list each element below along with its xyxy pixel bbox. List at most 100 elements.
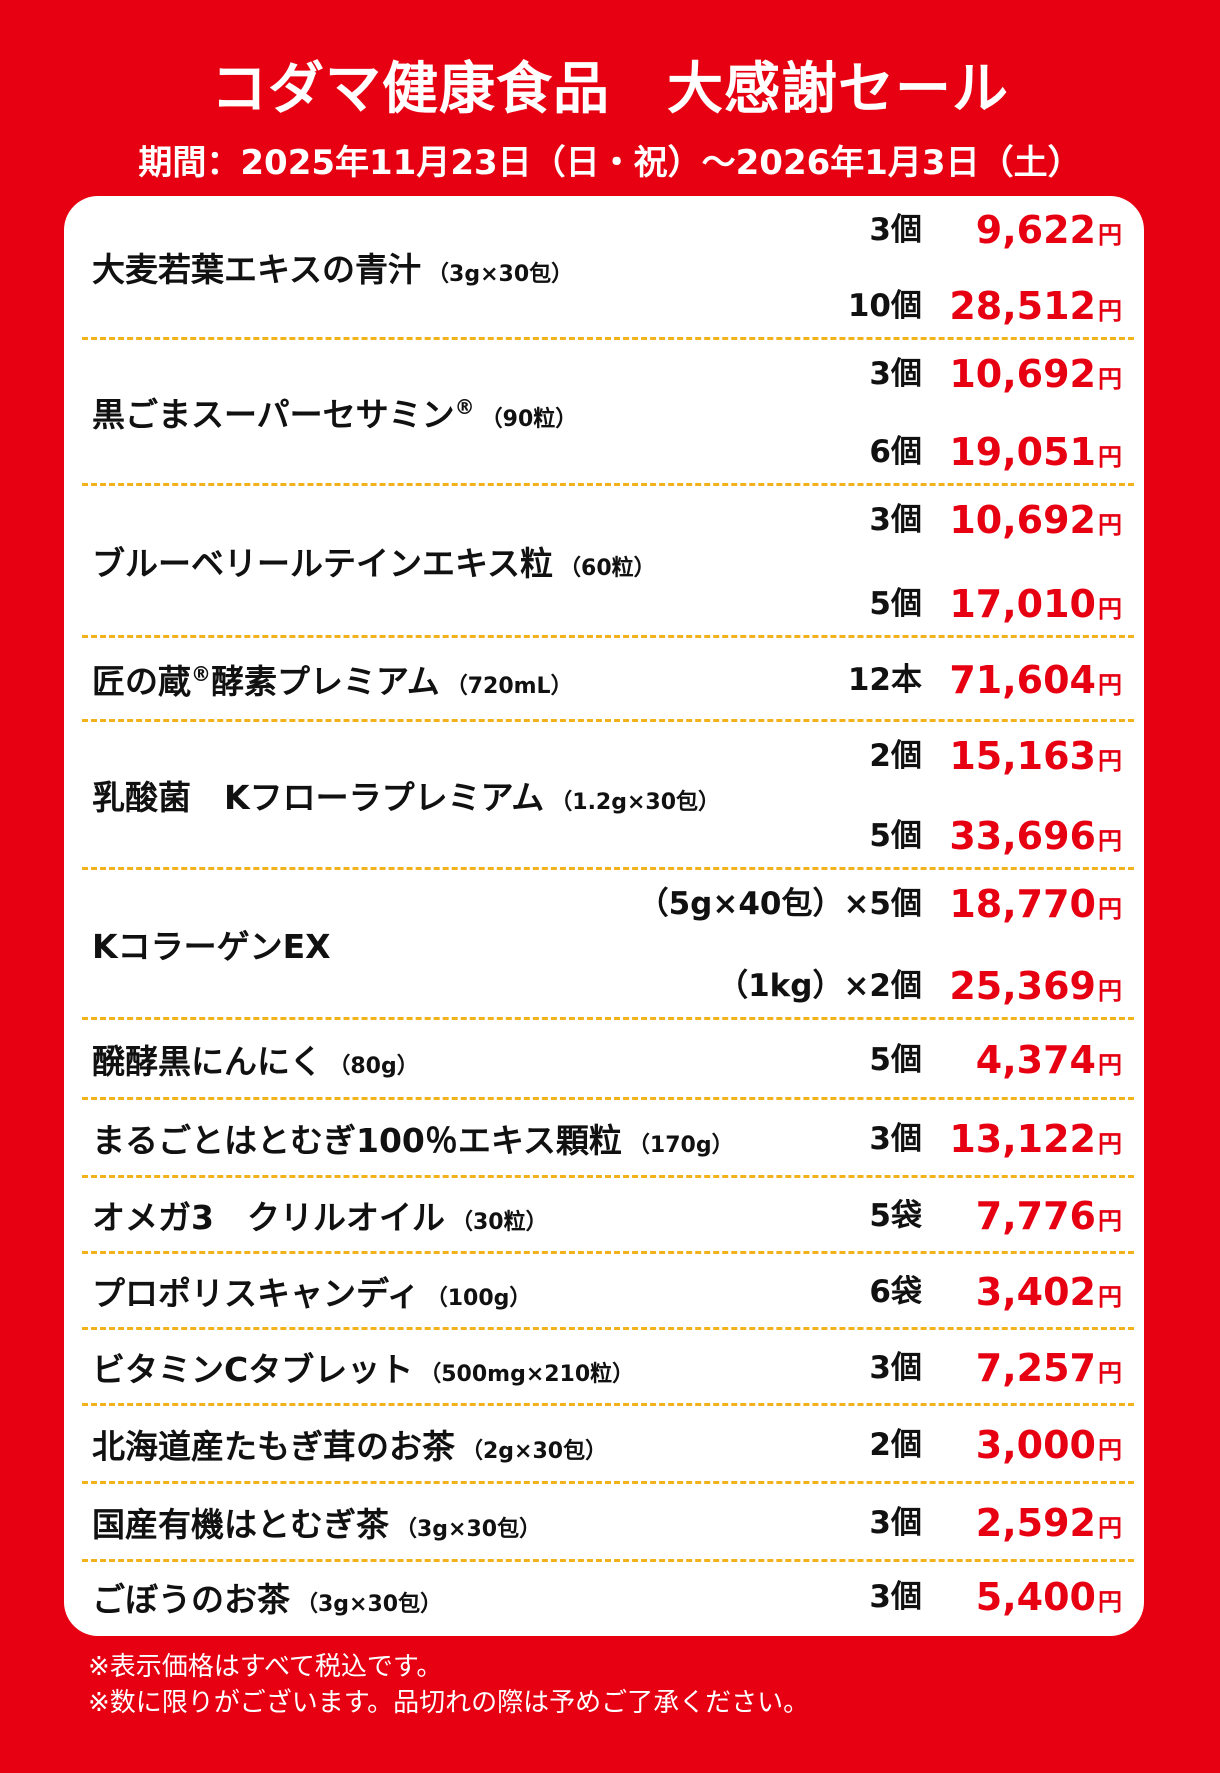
yen-unit: 円 bbox=[1098, 511, 1122, 539]
price-option: （1kg）×2個 25,369円 bbox=[82, 966, 1134, 1006]
yen-unit: 円 bbox=[1098, 1207, 1122, 1235]
product-spec: （90粒） bbox=[480, 406, 578, 432]
quantity-label: 3個 bbox=[869, 1505, 922, 1541]
registered-mark: ® bbox=[191, 661, 211, 686]
price-value: 71,604円 bbox=[949, 660, 1122, 705]
quantity-label: 12本 bbox=[847, 662, 922, 698]
price-number: 17,010 bbox=[949, 582, 1096, 626]
product-name: オメガ3 クリルオイル （30粒） bbox=[92, 1191, 548, 1239]
yen-unit: 円 bbox=[1098, 671, 1122, 699]
product-name: ごぼうのお茶 （3g×30包） bbox=[92, 1573, 442, 1621]
price-option: 3個 2,592円 bbox=[82, 1503, 1134, 1543]
quantity-label: （1kg）×2個 bbox=[717, 968, 922, 1004]
price-option: 2個 15,163円 bbox=[82, 736, 1134, 776]
price-number: 4,374 bbox=[975, 1038, 1096, 1082]
yen-unit: 円 bbox=[1098, 1588, 1122, 1616]
product-name-text: 乳酸菌 Kフローラプレミアム bbox=[92, 777, 545, 817]
product-row: 乳酸菌 Kフローラプレミアム （1.2g×30包） 2個 15,163円 5個 33,69… bbox=[82, 722, 1134, 870]
price-value: 4,374円 bbox=[976, 1040, 1122, 1085]
product-name-text: 大麦若葉エキスの青汁 bbox=[92, 249, 422, 289]
product-spec: （720mL） bbox=[445, 673, 573, 699]
price-value: 25,369円 bbox=[949, 966, 1122, 1011]
price-value: 17,010円 bbox=[949, 584, 1122, 629]
price-option: 5個 33,696円 bbox=[82, 816, 1134, 856]
yen-unit: 円 bbox=[1098, 895, 1122, 923]
product-name-text: 国産有機はとむぎ茶 bbox=[92, 1504, 389, 1544]
price-option: 3個 13,122円 bbox=[82, 1119, 1134, 1159]
yen-unit: 円 bbox=[1098, 1436, 1122, 1464]
product-spec: （3g×30包） bbox=[395, 1516, 542, 1542]
product-name-text: ごぼうのお茶 bbox=[92, 1580, 290, 1619]
quantity-label: 3個 bbox=[869, 1350, 922, 1386]
sale-title: コダマ健康食品 大感謝セール bbox=[211, 57, 1009, 122]
yen-unit: 円 bbox=[1098, 1051, 1122, 1079]
quantity-label: 2個 bbox=[869, 1427, 922, 1463]
product-spec: （2g×30包） bbox=[461, 1438, 608, 1464]
yen-unit: 円 bbox=[1098, 827, 1122, 855]
product-spec: （100g） bbox=[425, 1285, 532, 1311]
product-name-text: KコラーゲンEX bbox=[92, 926, 331, 966]
product-row: ごぼうのお茶 （3g×30包） 3個 5,400円 bbox=[82, 1562, 1134, 1632]
product-name-text: まるごとはとむぎ100％エキス顆粒 bbox=[92, 1120, 622, 1160]
product-name-text: プロポリスキャンディ bbox=[92, 1273, 420, 1313]
product-spec: （30粒） bbox=[450, 1209, 548, 1235]
product-spec: （80g） bbox=[328, 1053, 419, 1079]
price-number: 7,776 bbox=[975, 1194, 1096, 1238]
quantity-label: （5g×40包）×5個 bbox=[637, 886, 922, 922]
yen-unit: 円 bbox=[1098, 595, 1122, 623]
price-number: 5,400 bbox=[975, 1575, 1096, 1619]
product-name: 匠の蔵®酵素プレミアム （720mL） bbox=[92, 655, 573, 703]
product-row: プロポリスキャンディ （100g） 6袋 3,402円 bbox=[82, 1254, 1134, 1330]
quantity-label: 3個 bbox=[869, 1121, 922, 1157]
price-value: 19,051円 bbox=[949, 432, 1122, 477]
product-name: ビタミンCタブレット （500mg×210粒） bbox=[92, 1343, 634, 1391]
product-name: ブルーベリールテインエキス粒 （60粒） bbox=[92, 537, 656, 585]
product-row: まるごとはとむぎ100％エキス顆粒 （170g） 3個 13,122円 bbox=[82, 1100, 1134, 1178]
quantity-label: 2個 bbox=[869, 738, 922, 774]
product-row: オメガ3 クリルオイル （30粒） 5袋 7,776円 bbox=[82, 1178, 1134, 1254]
yen-unit: 円 bbox=[1098, 977, 1122, 1005]
product-row: ブルーベリールテインエキス粒 （60粒） 3個 10,692円 5個 17,010円 bbox=[82, 486, 1134, 638]
price-list-card: 大麦若葉エキスの青汁 （3g×30包） 3個 9,622円 10個 28,512円 黒ごまス… bbox=[64, 196, 1144, 1636]
price-value: 7,257円 bbox=[976, 1348, 1122, 1393]
product-name-text: 黒ごまスーパーセサミン bbox=[92, 394, 455, 434]
price-number: 15,163 bbox=[949, 734, 1096, 778]
price-option: 6袋 3,402円 bbox=[82, 1272, 1134, 1312]
product-name: まるごとはとむぎ100％エキス顆粒 （170g） bbox=[92, 1114, 734, 1162]
product-name: 国産有機はとむぎ茶 （3g×30包） bbox=[92, 1498, 541, 1546]
price-option: 3個 7,257円 bbox=[82, 1348, 1134, 1388]
product-spec: （1.2g×30包） bbox=[550, 789, 721, 815]
yen-unit: 円 bbox=[1098, 1130, 1122, 1158]
product-name-text: ビタミンCタブレット bbox=[92, 1349, 414, 1389]
tax-note: ※表示価格はすべて税込です。 bbox=[88, 1652, 443, 1682]
yen-unit: 円 bbox=[1098, 1514, 1122, 1542]
price-value: 13,122円 bbox=[949, 1119, 1122, 1164]
price-value: 10,692円 bbox=[949, 354, 1122, 399]
product-name-text: オメガ3 クリルオイル bbox=[92, 1197, 445, 1237]
price-option: 10個 28,512円 bbox=[82, 286, 1134, 326]
price-value: 18,770円 bbox=[949, 884, 1122, 929]
price-option: 2個 3,000円 bbox=[82, 1425, 1134, 1465]
yen-unit: 円 bbox=[1098, 1359, 1122, 1387]
registered-mark: ® bbox=[454, 394, 475, 419]
price-number: 2,592 bbox=[975, 1501, 1096, 1545]
product-name: 乳酸菌 Kフローラプレミアム （1.2g×30包） bbox=[92, 771, 720, 819]
price-value: 10,692円 bbox=[949, 500, 1122, 545]
price-value: 33,696円 bbox=[949, 816, 1122, 861]
price-value: 2,592円 bbox=[976, 1503, 1122, 1548]
price-option: 3個 9,622円 bbox=[82, 210, 1134, 250]
price-number: 71,604 bbox=[949, 658, 1096, 702]
price-option: 12本 71,604円 bbox=[82, 660, 1134, 700]
product-spec: （60粒） bbox=[559, 555, 656, 581]
price-option: 6個 19,051円 bbox=[82, 432, 1134, 472]
quantity-label: 3個 bbox=[869, 502, 922, 538]
yen-unit: 円 bbox=[1098, 1283, 1122, 1311]
price-value: 15,163円 bbox=[949, 736, 1122, 781]
yen-unit: 円 bbox=[1098, 443, 1122, 471]
product-name: KコラーゲンEX bbox=[92, 920, 331, 968]
price-number: 7,257 bbox=[975, 1346, 1096, 1390]
product-name: 大麦若葉エキスの青汁 （3g×30包） bbox=[92, 243, 573, 291]
price-number: 10,692 bbox=[949, 352, 1096, 396]
product-name-text: 醗酵黒にんにく bbox=[92, 1041, 323, 1081]
product-name: 醗酵黒にんにく （80g） bbox=[92, 1035, 419, 1083]
